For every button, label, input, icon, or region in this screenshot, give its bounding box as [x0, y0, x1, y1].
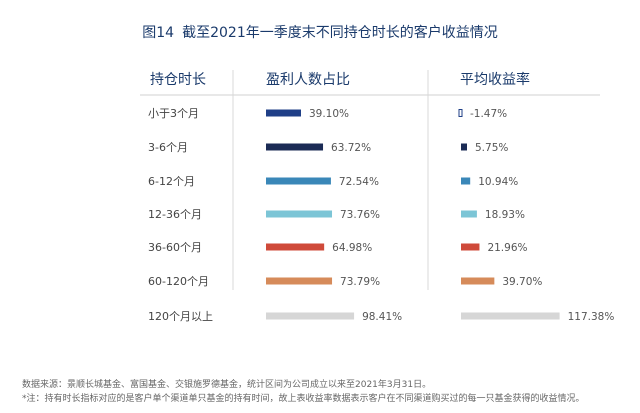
header-profit-ratio: 盈利人数占比	[266, 72, 350, 88]
data-label-profit-ratio: 73.76%	[340, 209, 380, 221]
category-label: 12-36个月	[148, 208, 202, 221]
data-label-profit-ratio: 72.54%	[339, 176, 379, 188]
bar-avg-return	[461, 243, 480, 251]
bar-profit-ratio	[266, 177, 331, 185]
bar-profit-ratio	[266, 277, 333, 285]
source-note: 数据来源：景顺长城基金、富国基金、交银施罗德基金，统计区间为公司成立以来至202…	[22, 380, 432, 390]
footnote: *注：持有时长指标对应的是客户单个渠道单只基金的持有时间，故上表收益率数据表示客…	[22, 394, 585, 404]
category-label: 36-60个月	[148, 241, 202, 254]
bar-profit-ratio	[266, 243, 325, 251]
category-label: 3-6个月	[148, 141, 188, 154]
bar-avg-return	[461, 312, 560, 320]
category-label: 120个月以上	[148, 310, 213, 323]
bar-profit-ratio	[266, 312, 355, 320]
bar-avg-return	[461, 277, 495, 285]
data-label-avg-return: 117.38%	[568, 311, 615, 323]
bar-profit-ratio	[266, 143, 324, 151]
data-label-profit-ratio: 39.10%	[309, 108, 349, 120]
figure-title: 截至2021年一季度末不同持仓时长的客户收益情况	[182, 25, 498, 41]
bar-avg-return	[461, 177, 471, 185]
bar-profit-ratio	[266, 210, 333, 218]
bar-avg-return	[458, 109, 463, 117]
bar-profit-ratio	[266, 109, 301, 117]
bar-avg-return	[461, 210, 477, 218]
header-holding: 持仓时长	[150, 72, 206, 88]
data-label-avg-return: 18.93%	[485, 209, 525, 221]
bar-avg-return	[461, 143, 467, 151]
data-label-profit-ratio: 63.72%	[331, 142, 371, 154]
data-label-avg-return: 39.70%	[502, 276, 542, 288]
data-label-profit-ratio: 98.41%	[362, 311, 402, 323]
data-label-avg-return: 21.96%	[487, 242, 527, 254]
chart-title: 图14 截至2021年一季度末不同持仓时长的客户收益情况	[0, 22, 640, 42]
category-label: 小于3个月	[148, 107, 199, 120]
category-label: 6-12个月	[148, 175, 195, 188]
data-label-avg-return: 10.94%	[478, 176, 518, 188]
data-label-profit-ratio: 73.79%	[340, 276, 380, 288]
category-label: 60-120个月	[148, 275, 209, 288]
data-label-avg-return: -1.47%	[470, 108, 507, 120]
data-label-avg-return: 5.75%	[475, 142, 508, 154]
figure-number: 图14	[142, 25, 175, 41]
header-avg-return: 平均收益率	[460, 71, 530, 88]
data-label-profit-ratio: 64.98%	[332, 242, 372, 254]
